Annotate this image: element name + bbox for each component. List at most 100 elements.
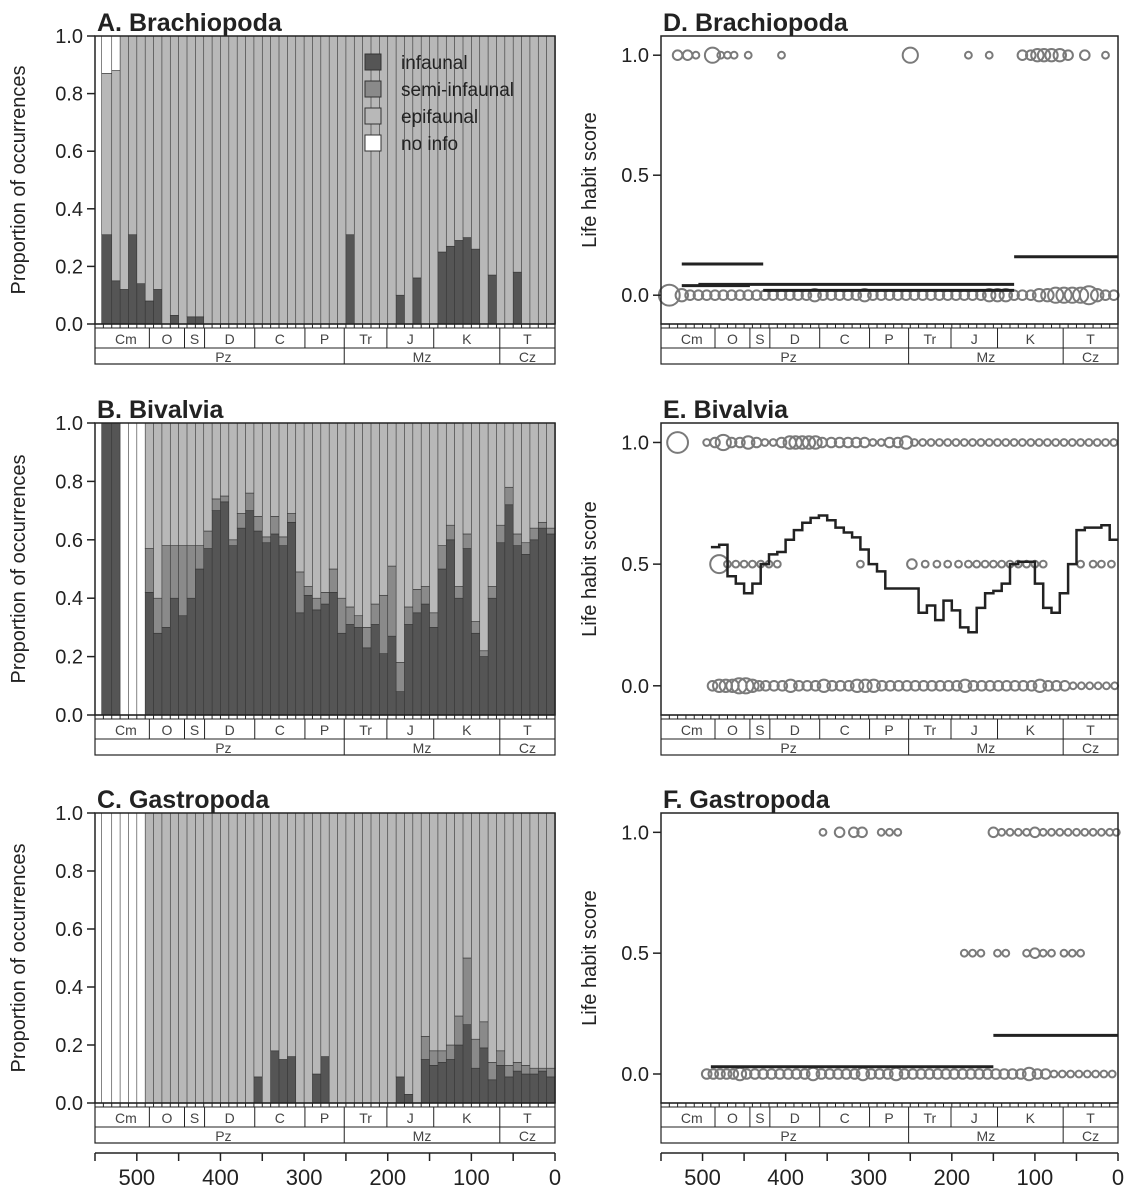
bar-epifaunal-45 [479,812,489,1023]
panel-title: F. Gastropoda [663,786,831,814]
point-47 [1076,438,1085,447]
point-94 [809,680,822,692]
point-14 [801,435,817,450]
bar-semi-infaunal-44 [471,621,481,634]
bar-epifaunal-10 [186,812,197,1104]
point-64 [943,559,953,569]
point-112 [957,678,973,693]
point-28 [918,438,928,447]
point-54 [848,1068,861,1080]
point-42 [749,1068,761,1080]
bar-epifaunal-39 [429,812,439,1052]
bar-no-info-4 [136,812,146,1104]
point-106 [909,680,922,692]
point-35 [976,438,986,447]
bar-epifaunal-40 [437,812,447,1052]
point-71 [1078,285,1099,306]
period-label: Cm [681,1110,703,1126]
point-78 [1049,1069,1059,1079]
point-127 [1085,681,1095,691]
point-14 [1030,48,1045,63]
timescale-frame [94,714,556,756]
point-70 [997,559,1007,569]
point-37 [993,438,1002,447]
point-33 [959,438,969,447]
period-label: J [407,722,414,738]
point-25 [700,289,713,302]
period-label: Cm [115,331,137,347]
bar-infaunal-21 [278,545,289,716]
point-18 [1062,49,1074,62]
period-label: Cm [681,331,703,347]
bar-semi-infaunal-49 [512,1062,523,1072]
era-label: Pz [215,349,231,365]
point-17 [825,436,838,449]
period-label: C [840,1110,850,1126]
bar-epifaunal-12 [203,812,213,1104]
point-62 [920,559,930,569]
point-19 [1088,827,1098,837]
point-46 [1067,438,1077,447]
bar-semi-infaunal-6 [153,597,163,634]
bar-semi-infaunal-16 [236,513,247,529]
point-56 [865,1068,878,1080]
period-label: J [971,1110,978,1126]
y-tick-label: 0.0 [55,1093,83,1115]
bar-infaunal-43 [462,1024,473,1104]
point-6 [741,435,756,450]
point-65 [1031,288,1047,303]
period-label: S [755,722,764,738]
era-label: Pz [215,1128,231,1144]
bar-epifaunal-12 [203,422,213,532]
bar-infaunal-23 [295,612,305,716]
point-0 [666,431,689,454]
bar-epifaunal-11 [195,35,205,318]
period-label: Tr [359,722,372,738]
x-tick-label: 400 [202,1165,239,1186]
bar-semi-infaunal-17 [245,492,255,511]
x-tick-label: 500 [118,1165,155,1186]
era-label: Pz [780,349,796,365]
y-tick-label: 0.6 [55,141,83,163]
bar-infaunal-39 [429,627,439,716]
bar-epifaunal-52 [537,812,548,1069]
point-40 [1018,438,1027,447]
point-10 [964,50,973,60]
bar-epifaunal-46 [487,35,498,276]
bar-semi-infaunal-9 [178,545,188,617]
bar-epifaunal-17 [245,422,255,494]
bar-epifaunal-5 [144,422,155,549]
point-86 [745,678,760,693]
point-59 [772,559,782,569]
point-60 [856,559,865,569]
bar-semi-infaunal-27 [328,568,339,593]
point-80 [1066,1069,1075,1079]
bar-epifaunal-43 [462,422,473,535]
panel-title: E. Bivalvia [663,396,789,424]
point-43 [1043,438,1052,447]
y-tick-label: 1.0 [55,803,83,825]
bar-epifaunal-40 [437,422,447,546]
bar-epifaunal-14 [220,422,230,497]
timescale-frame [660,323,1119,365]
point-97 [834,680,847,692]
y-tick-label: 1.0 [621,432,649,454]
era-label: Cz [519,349,536,365]
bar-infaunal-50 [521,1073,531,1104]
point-14 [1047,827,1056,837]
bar-semi-infaunal-26 [320,592,330,605]
bar-infaunal-40 [437,568,447,716]
point-27 [1001,948,1011,958]
period-label: D [790,331,800,347]
legend-swatch [364,53,382,71]
bar-infaunal-48 [504,1076,514,1104]
bar-epifaunal-8 [169,422,180,546]
point-20 [1101,50,1110,60]
bar-infaunal-28 [337,632,347,716]
timescale: Cm O S D C P Tr J K T Pz Mz Cz [94,1102,556,1144]
bar-semi-infaunal-28 [337,597,347,634]
point-8 [777,50,786,60]
point-29 [926,438,936,447]
y-tick-label: 0.8 [55,471,83,493]
panel-title: C. Gastropoda [97,786,270,814]
